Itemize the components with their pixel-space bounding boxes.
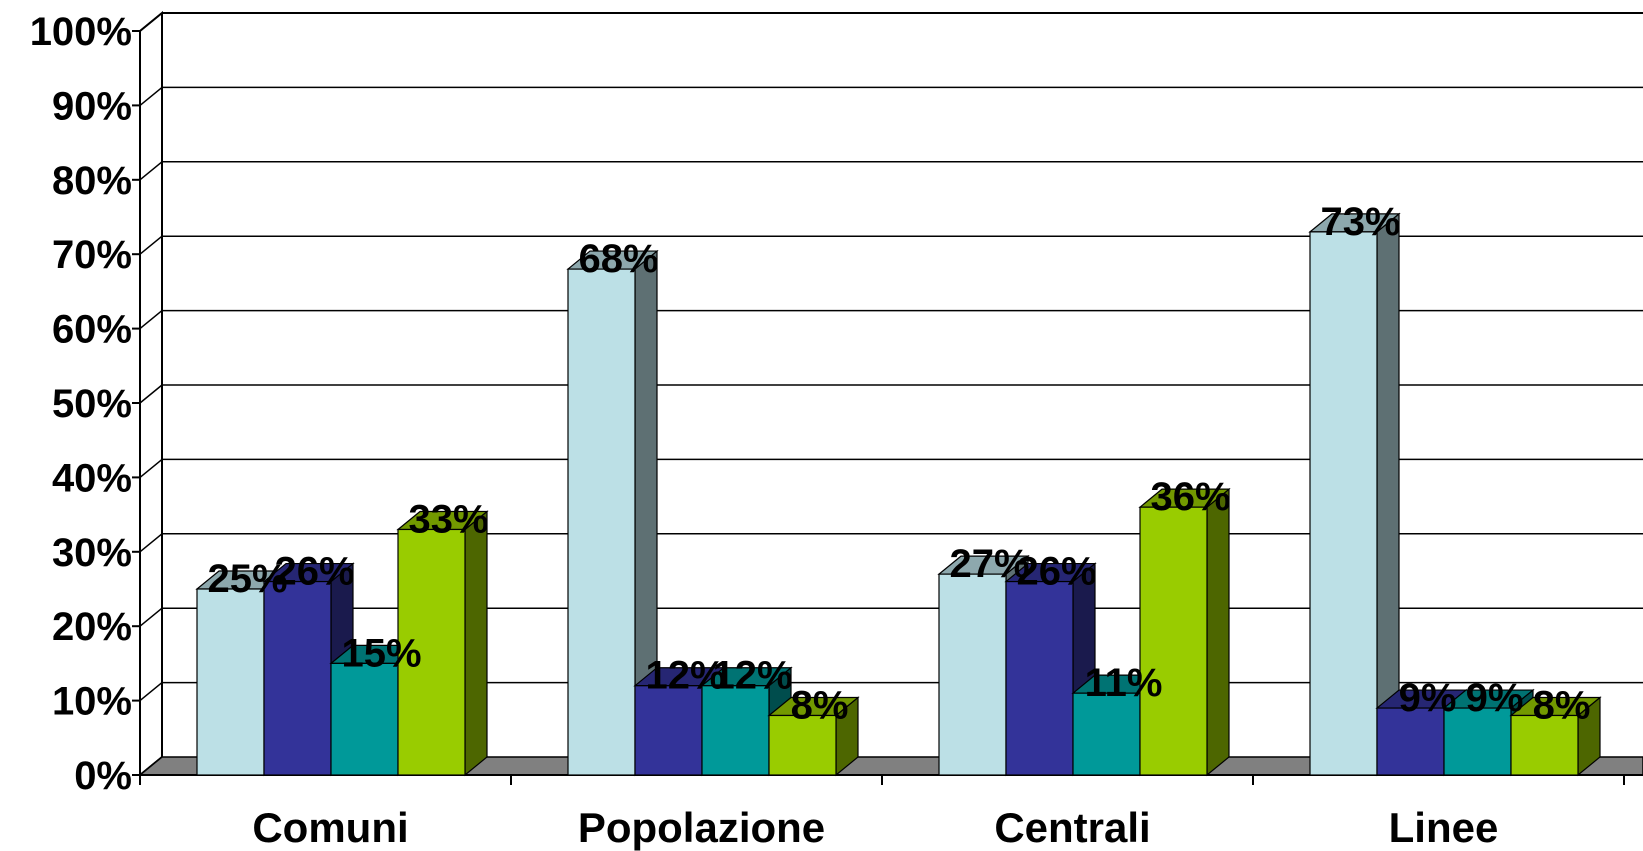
wall-gridline <box>139 235 163 255</box>
bar-front <box>701 685 770 776</box>
bar-front <box>1443 707 1512 776</box>
wall-gridline <box>139 161 163 181</box>
y-tick-label: 0% <box>74 754 132 798</box>
bar-front <box>1005 580 1074 776</box>
wall-gridline <box>139 533 163 553</box>
y-tick-label: 50% <box>52 382 132 426</box>
y-tick-label: 40% <box>52 456 132 500</box>
bar-front <box>330 662 399 776</box>
category-label: Centrali <box>994 804 1150 851</box>
category-labels: Comuni Popolazione Centrali Linee <box>252 804 1498 851</box>
bar-front <box>1510 714 1579 776</box>
y-tick-label: 10% <box>52 680 132 724</box>
y-tick-label: 80% <box>52 159 132 203</box>
bars <box>195 212 1602 777</box>
data-label: 36% <box>1150 475 1230 519</box>
category-label: Comuni <box>252 804 408 851</box>
bar-front <box>938 573 1007 776</box>
wall-gridline <box>139 86 163 106</box>
bar <box>566 249 659 777</box>
bar-front <box>1139 506 1208 776</box>
y-tick-label: 70% <box>52 233 132 277</box>
data-label: 73% <box>1320 200 1400 244</box>
data-label: 9% <box>1399 676 1457 720</box>
bar-side <box>1376 212 1400 777</box>
bar <box>1138 487 1231 777</box>
y-tick-label: 60% <box>52 308 132 352</box>
bar-front <box>1376 707 1445 776</box>
bar <box>767 696 860 777</box>
bar <box>396 510 489 777</box>
bar-side <box>464 510 488 777</box>
data-label: 25% <box>207 557 287 601</box>
data-labels: 25%26%15%33%68%12%12%8%27%26%11%36%73%9%… <box>207 200 1590 728</box>
y-tick-label: 30% <box>52 531 132 575</box>
bar-front <box>634 685 703 776</box>
y-tick-labels: 0% 10% 20% 30% 40% 50% 60% 70% 80% 90% 100% <box>30 10 132 798</box>
data-label: 12% <box>645 654 725 698</box>
wall-gridline <box>139 458 163 478</box>
bar-side <box>1206 487 1230 777</box>
bar-front <box>397 528 466 776</box>
bar-front <box>196 588 265 776</box>
y-tick-label: 100% <box>30 10 132 54</box>
data-label: 68% <box>578 237 658 281</box>
wall-gridline <box>139 607 163 627</box>
data-label: 12% <box>712 654 792 698</box>
data-label: 11% <box>1085 661 1163 705</box>
category-label: Linee <box>1389 804 1499 851</box>
bar-front <box>1072 692 1141 776</box>
y-tick-label: 20% <box>52 605 132 649</box>
data-label: 27% <box>949 542 1029 586</box>
wall-gridline <box>139 310 163 330</box>
bar <box>1509 696 1602 777</box>
data-label: 26% <box>1016 550 1096 594</box>
data-label: 8% <box>791 683 849 727</box>
y-tick-label: 90% <box>52 84 132 128</box>
category-label: Popolazione <box>578 804 825 851</box>
bar-front <box>1309 231 1378 776</box>
bar <box>1308 212 1401 777</box>
bar-front <box>263 580 332 776</box>
data-label: 15% <box>341 631 421 675</box>
wall-gridline <box>139 682 163 702</box>
bar-front <box>567 268 636 776</box>
data-label: 8% <box>1533 683 1591 727</box>
wall-gridline <box>139 384 163 404</box>
wall-gridline <box>139 12 163 32</box>
data-label: 9% <box>1466 676 1524 720</box>
bar-front <box>768 714 837 776</box>
data-label: 26% <box>274 550 354 594</box>
data-label: 33% <box>408 497 488 541</box>
